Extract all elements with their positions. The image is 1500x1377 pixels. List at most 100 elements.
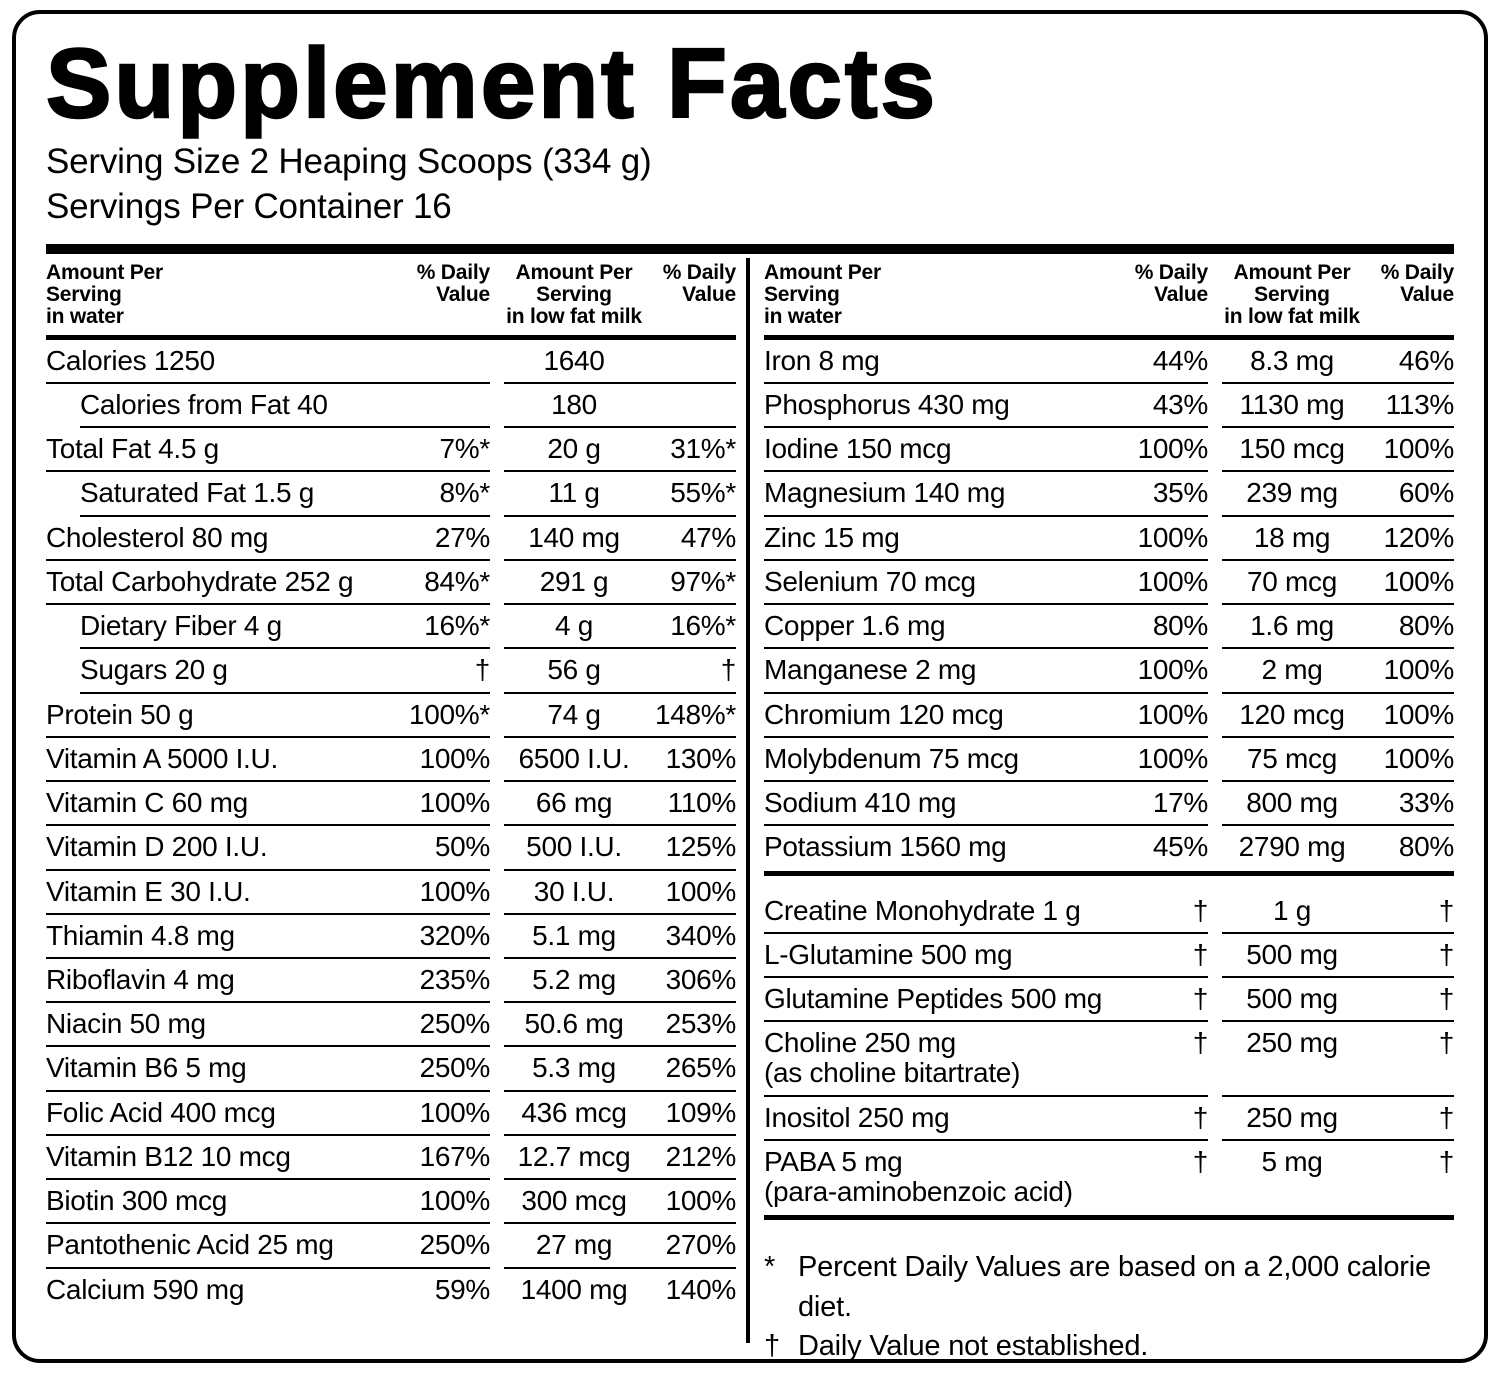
nutrient-name: Molybdenum 75 mcg	[764, 738, 1113, 780]
header-line: % Daily	[1380, 260, 1455, 284]
milk-daily-value: 100%	[1383, 654, 1455, 686]
column-gap	[1208, 340, 1222, 384]
column-gap	[490, 959, 504, 1003]
water-daily-value	[395, 384, 490, 426]
table-row: Iron 8 mg 44% 8.3 mg 46%	[764, 340, 1454, 384]
column-gap	[490, 1180, 504, 1224]
nutrients-list-left: Calories 1250 1640 Calories from Fat 40 180…	[46, 340, 736, 1311]
row-milk-segment: 74 g 148%*	[504, 694, 736, 738]
table-row: Folic Acid 400 mcg 100% 436 mcg 109%	[46, 1092, 736, 1136]
milk-daily-value: 47%	[680, 521, 736, 553]
column-gap	[1208, 782, 1222, 826]
nutrient-name-line: Molybdenum 75 mcg	[764, 742, 1019, 774]
water-daily-value: 100%	[1137, 433, 1209, 465]
milk-daily-value: 109%	[665, 1096, 737, 1128]
row-water-segment: Sugars 20 g †	[80, 649, 490, 694]
nutrient-name: Vitamin B12 10 mcg	[46, 1136, 395, 1178]
water-daily-value: †	[1192, 983, 1209, 1015]
header-rule	[46, 334, 736, 340]
column-gap	[490, 649, 504, 693]
header-line: Serving	[1254, 282, 1330, 306]
row-milk-segment: 800 mg 33%	[1222, 782, 1454, 827]
table-row: Riboflavin 4 mg 235% 5.2 mg 306%	[46, 959, 736, 1004]
row-milk-segment: 1400 mg 140%	[504, 1269, 737, 1311]
milk-amount: 291 g	[539, 565, 609, 597]
milk-amount: 70 mcg	[1246, 565, 1338, 597]
nutrient-name-line: Magnesium 140 mg	[764, 477, 1006, 509]
column-gap	[1208, 890, 1222, 934]
row-water-segment: Iron 8 mg 44%	[764, 340, 1208, 384]
nutrient-name-line: Sugars 20 g	[80, 654, 228, 686]
milk-amount: 12.7 mcg	[517, 1140, 631, 1172]
table-row: Dietary Fiber 4 g 16%* 4 g 16%*	[46, 605, 736, 650]
column-gap	[490, 561, 504, 605]
header-daily-value-water: % Daily Value	[395, 258, 491, 335]
row-milk-segment: 30 I.U. 100%	[504, 871, 736, 915]
row-milk-segment: 66 mg 110%	[504, 782, 737, 827]
row-milk-segment: 6500 I.U. 130%	[504, 738, 736, 783]
water-daily-value: 44%	[1152, 344, 1208, 376]
row-water-segment: Calories 1250	[46, 340, 490, 384]
row-milk-segment: 291 g 97%*	[504, 561, 736, 606]
milk-daily-value: 340%	[665, 919, 737, 951]
vertical-divider	[746, 257, 750, 1343]
milk-daily-value: 55%*	[670, 477, 736, 509]
table-row: Iodine 150 mcg 100% 150 mcg 100%	[764, 428, 1454, 473]
milk-daily-value: 125%	[665, 831, 737, 863]
row-milk-segment: 75 mcg 100%	[1222, 738, 1454, 783]
header-line: % Daily	[1134, 260, 1209, 284]
nutrient-name-line: Manganese 2 mg	[764, 654, 977, 686]
nutrient-name-line: Vitamin A 5000 I.U.	[46, 742, 278, 774]
nutrient-name-line: Iodine 150 mcg	[764, 433, 952, 465]
nutrient-name: Total Fat 4.5 g	[46, 428, 395, 470]
column-gap	[490, 826, 504, 870]
header-line: Serving	[536, 282, 612, 306]
header-line: Value	[1400, 282, 1454, 306]
header-amount-per-serving-milk: Amount Per Serving in low fat milk	[504, 258, 644, 335]
section-divider-top	[46, 243, 1454, 254]
milk-daily-value: 110%	[667, 787, 737, 819]
column-gap	[1208, 605, 1222, 649]
row-milk-segment: 2 mg 100%	[1222, 649, 1455, 694]
row-water-segment: Choline 250 mg (as choline bitartrate) †	[764, 1022, 1208, 1097]
nutrient-name-line: Potassium 1560 mg	[764, 831, 1007, 863]
row-water-segment: Iodine 150 mcg 100%	[764, 428, 1209, 473]
water-daily-value: 100%*	[408, 698, 490, 730]
milk-daily-value: 140%	[665, 1273, 737, 1305]
footnote-text: Daily Value not established.	[798, 1329, 1149, 1362]
row-water-segment: Molybdenum 75 mcg 100%	[764, 738, 1208, 783]
milk-amount: 4 g	[554, 610, 594, 642]
milk-daily-value: 212%	[665, 1140, 737, 1172]
milk-amount: 1.6 mg	[1250, 610, 1334, 642]
nutrient-name-line: Chromium 120 mcg	[764, 698, 1004, 730]
table-row: Cholesterol 80 mg 27% 140 mg 47%	[46, 517, 736, 561]
milk-amount: 500 mg	[1246, 938, 1338, 970]
nutrient-name-subline: (as choline bitartrate)	[764, 1057, 1021, 1089]
row-milk-segment: 11 g 55%*	[504, 472, 736, 517]
header-milk-segment: Amount Per Serving in low fat milk % Dai…	[504, 258, 736, 335]
header-line: % Daily	[662, 260, 737, 284]
nutrient-name: Copper 1.6 mg	[764, 605, 1113, 647]
milk-amount: 56 g	[547, 654, 601, 686]
nutrient-name-line: Vitamin C 60 mg	[46, 787, 248, 819]
row-water-segment: Folic Acid 400 mcg 100%	[46, 1092, 490, 1136]
header-line: Value	[682, 282, 736, 306]
milk-daily-value: 100%	[1383, 565, 1455, 597]
row-milk-segment: 1130 mg 113%	[1222, 384, 1454, 429]
row-milk-segment: 500 mg †	[1222, 934, 1454, 979]
nutrient-name: Folic Acid 400 mcg	[46, 1092, 395, 1134]
header-milk-segment: Amount Per Serving in low fat milk % Dai…	[1222, 258, 1454, 335]
row-water-segment: Copper 1.6 mg 80%	[764, 605, 1208, 650]
water-daily-value: 100%	[419, 787, 491, 819]
water-daily-value: 27%	[434, 521, 490, 553]
table-row: Vitamin B6 5 mg 250% 5.3 mg 265%	[46, 1047, 736, 1092]
water-daily-value: 50%	[434, 831, 490, 863]
nutrient-name: Biotin 300 mcg	[46, 1180, 395, 1222]
facts-column-right: Amount Per Serving in water % Daily Valu…	[750, 258, 1455, 1359]
column-gap	[1208, 1022, 1222, 1096]
row-water-segment: Manganese 2 mg 100%	[764, 649, 1208, 694]
table-row: Glutamine Peptides 500 mg † 500 mg †	[764, 978, 1454, 1023]
water-daily-value: 100%	[419, 742, 491, 774]
row-water-segment: Sodium 410 mg 17%	[764, 782, 1208, 827]
table-row: Pantothenic Acid 25 mg 250% 27 mg 270%	[46, 1224, 736, 1269]
